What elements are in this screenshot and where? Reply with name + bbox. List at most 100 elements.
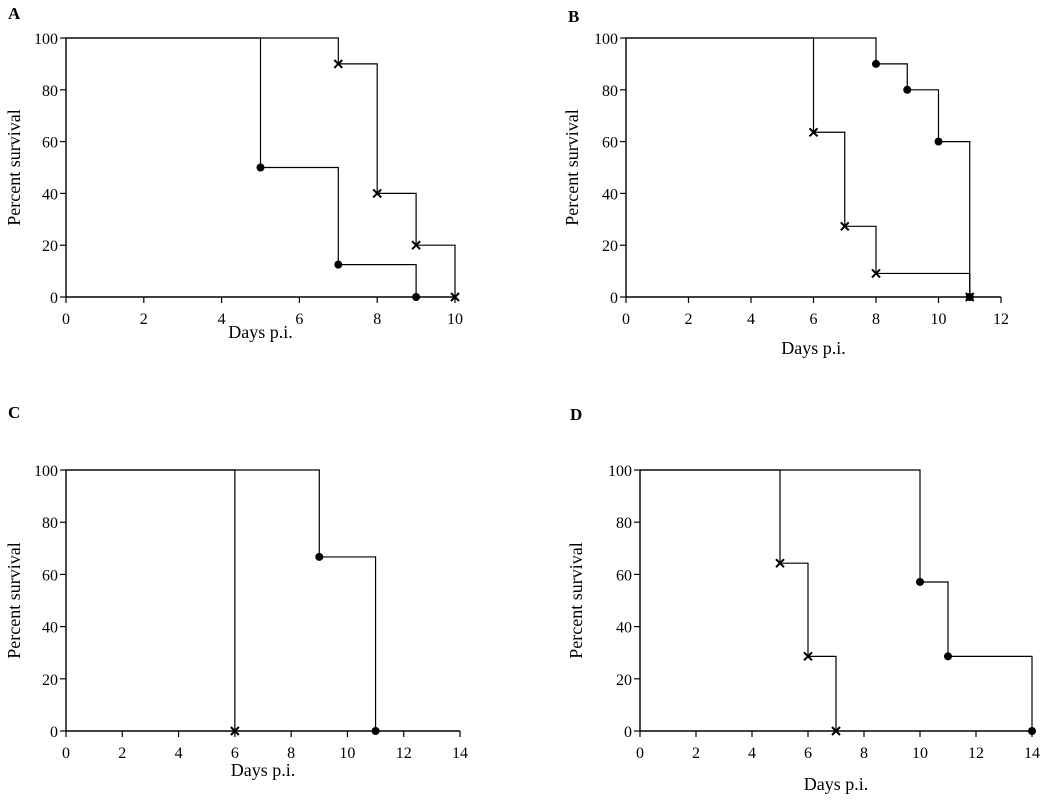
y-tick-label: 80: [42, 515, 58, 532]
y-tick-label: 40: [602, 186, 618, 203]
y-tick-label: 20: [616, 672, 632, 689]
y-tick-label: 80: [616, 515, 632, 532]
x-tick-label: 4: [218, 311, 226, 328]
x-tick-label: 10: [912, 745, 928, 762]
data-point-dot: [334, 260, 343, 269]
x-tick-label: 2: [140, 311, 148, 328]
data-point-cross: [775, 558, 785, 568]
x-tick-label: 6: [231, 745, 239, 762]
x-tick-label: 12: [396, 745, 412, 762]
x-tick-label: 0: [636, 745, 644, 762]
x-axis-label: Days p.i.: [231, 760, 296, 780]
y-tick-label: 100: [34, 31, 58, 48]
panel-b: B 0 2 4 6 8 10 12 0 20 40 60 80 100 Days p.i. Percent s…: [562, 7, 1009, 358]
x-tick-label: 14: [452, 745, 468, 762]
y-tick-label: 80: [602, 83, 618, 100]
survival-curve-dot: [66, 469, 377, 731]
data-point-dot: [412, 293, 421, 301]
x-tick-label: 4: [748, 745, 756, 762]
y-tick-label: 40: [616, 620, 632, 637]
data-point-cross: [333, 59, 344, 69]
y-tick-label: 60: [616, 567, 632, 584]
y-tick-label: 60: [42, 567, 58, 584]
y-tick-label: 40: [42, 186, 58, 203]
x-tick-label: 10: [931, 311, 947, 328]
data-point-cross: [411, 240, 421, 250]
x-tick-label: 0: [622, 311, 630, 328]
y-tick-label: 40: [42, 620, 58, 637]
panel-letter: D: [570, 405, 582, 424]
panel-letter: C: [8, 403, 20, 422]
x-tick-label: 0: [62, 745, 70, 762]
x-tick-label: 8: [860, 745, 868, 762]
x-tick-label: 12: [993, 311, 1009, 328]
y-tick-label: 60: [42, 135, 58, 152]
y-tick-label: 0: [50, 290, 58, 307]
y-tick-label: 0: [624, 724, 632, 741]
data-point-dot: [944, 652, 952, 661]
survival-curve-dot: [626, 37, 971, 297]
x-tick-label: 4: [175, 745, 183, 762]
data-point-cross: [808, 127, 819, 137]
data-point-dot: [315, 552, 324, 561]
data-point-cross: [831, 726, 841, 736]
data-point-cross: [840, 221, 850, 232]
x-tick-label: 12: [968, 745, 984, 762]
x-tick-label: 2: [692, 745, 700, 762]
y-tick-label: 20: [602, 238, 618, 255]
y-tick-label: 60: [602, 135, 618, 152]
x-tick-label: 10: [447, 311, 463, 328]
x-tick-label: 8: [373, 311, 381, 328]
y-axis-label: Percent survival: [566, 542, 586, 658]
x-tick-label: 8: [287, 745, 295, 762]
data-point-cross: [803, 651, 813, 662]
data-point-cross: [230, 726, 240, 736]
data-point-dot: [916, 577, 924, 586]
y-axis-label: Percent survival: [562, 109, 582, 225]
survival-curve-dot: [640, 469, 1033, 731]
x-axis-label: Days p.i.: [781, 338, 846, 358]
survival-curve-dot: [66, 37, 417, 297]
data-point-dot: [903, 85, 912, 94]
x-tick-label: 14: [1024, 745, 1040, 762]
x-axis-label: Days p.i.: [804, 774, 869, 794]
x-tick-label: 6: [804, 745, 812, 762]
x-tick-label: 2: [685, 311, 693, 328]
x-tick-label: 8: [872, 311, 880, 328]
x-tick-label: 6: [295, 311, 303, 328]
data-point-dot: [872, 59, 880, 68]
y-tick-label: 0: [50, 724, 58, 741]
data-point-cross: [871, 268, 881, 279]
y-axis-label: Percent survival: [4, 109, 24, 225]
data-point-cross: [450, 292, 460, 302]
y-tick-label: 20: [42, 238, 58, 255]
data-point-cross: [965, 292, 975, 302]
y-tick-label: 100: [34, 463, 58, 480]
survival-curve-cross: [626, 37, 971, 297]
y-tick-label: 100: [608, 463, 632, 480]
x-tick-label: 2: [118, 745, 126, 762]
y-tick-label: 20: [42, 672, 58, 689]
y-axis-label: Percent survival: [4, 542, 24, 658]
data-point-dot: [1028, 727, 1036, 735]
x-tick-label: 0: [62, 311, 70, 328]
y-tick-label: 0: [610, 290, 618, 307]
y-tick-label: 80: [42, 83, 58, 100]
data-point-dot: [256, 163, 265, 172]
panel-letter: A: [8, 4, 21, 23]
x-tick-label: 4: [747, 311, 755, 328]
panel-d: D 0 2 4 6 8 10 12 14 0 20 40 60 80 100 Days p.i. Percent…: [566, 405, 1040, 794]
x-tick-label: 6: [810, 311, 818, 328]
data-point-cross: [372, 188, 382, 199]
survival-curve-cross: [640, 469, 837, 731]
x-tick-label: 10: [339, 745, 355, 762]
x-axis-label: Days p.i.: [228, 322, 293, 342]
y-tick-label: 100: [594, 31, 618, 48]
data-point-dot: [371, 727, 380, 735]
panel-letter: B: [568, 7, 579, 26]
data-point-dot: [934, 137, 943, 146]
panel-c: C 0 2 4 6 8 10 12 14 0 20 40 60 80 100 Days p.i. Percent…: [4, 403, 468, 780]
survival-curve-cross: [66, 469, 236, 731]
